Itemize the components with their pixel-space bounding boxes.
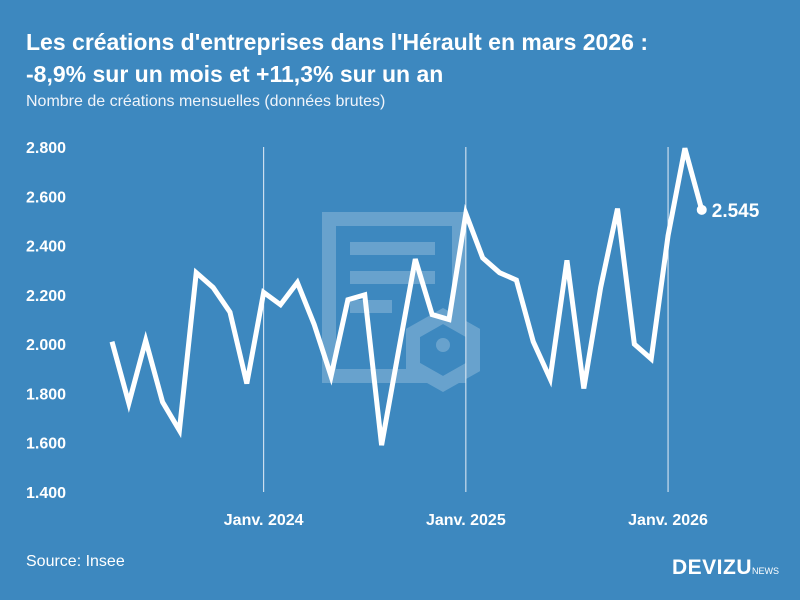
chart-subtitle: Nombre de créations mensuelles (données … — [26, 93, 386, 110]
y-tick-label: 2.600 — [26, 189, 66, 206]
x-tick-label: Janv. 2024 — [224, 512, 304, 529]
y-tick-label: 1.600 — [26, 436, 66, 453]
y-tick-label: 2.000 — [26, 337, 66, 354]
chart-title: Les créations d'entreprises dans l'Hérau… — [26, 26, 786, 90]
last-value-label: 2.545 — [712, 201, 760, 222]
title-line-2: -8,9% sur un mois et +11,3% sur un an — [26, 61, 444, 87]
x-tick-label: Janv. 2025 — [426, 512, 506, 529]
brand-name: DEVIZU — [672, 556, 753, 579]
y-tick-label: 1.400 — [26, 485, 66, 502]
brand-logo: DEVIZUNEWS — [672, 556, 779, 580]
y-tick-label: 2.800 — [26, 140, 66, 157]
last-point-marker — [696, 204, 707, 215]
y-tick-label: 2.400 — [26, 239, 66, 256]
y-tick-label: 2.200 — [26, 288, 66, 305]
x-tick-label: Janv. 2026 — [628, 512, 708, 529]
source-note: Source: Insee — [26, 553, 125, 570]
brand-suffix: NEWS — [752, 566, 780, 576]
title-line-1: Les créations d'entreprises dans l'Hérau… — [26, 29, 648, 55]
y-tick-label: 1.800 — [26, 386, 66, 403]
series-line — [109, 147, 705, 446]
